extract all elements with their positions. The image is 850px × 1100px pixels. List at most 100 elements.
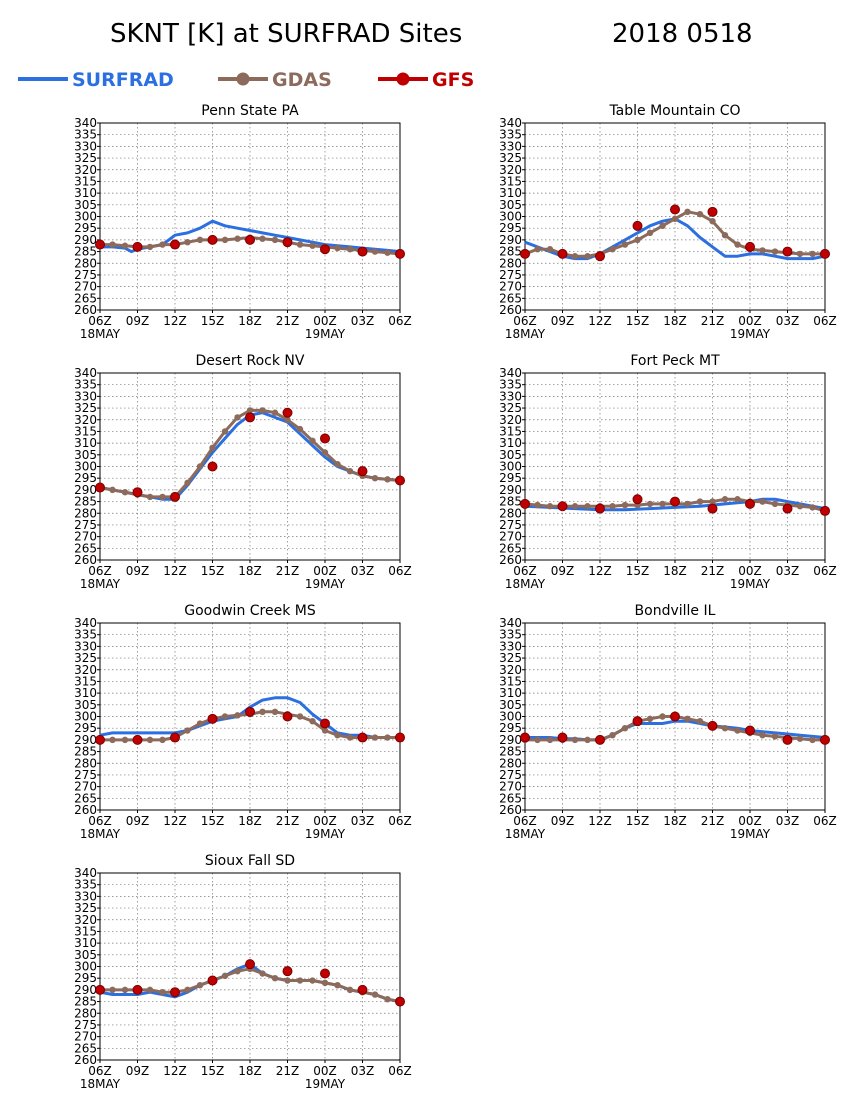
panel-desert-rock-nv: Desert Rock NV26026527027528028529029530… xyxy=(74,353,412,591)
x-tick-label: 21Z xyxy=(276,814,300,828)
legend-label-surfrad: SURFRAD xyxy=(72,69,174,91)
point-gdas xyxy=(759,498,766,505)
point-gfs xyxy=(820,505,830,516)
y-tick-label: 315 xyxy=(74,674,97,688)
point-gdas xyxy=(696,210,704,218)
y-tick-label: 330 xyxy=(74,639,97,653)
point-gdas xyxy=(296,977,304,984)
point-gdas xyxy=(609,246,616,253)
y-tick-label: 340 xyxy=(74,116,97,130)
x-tick-label: 21Z xyxy=(276,564,300,578)
point-gdas xyxy=(321,449,329,456)
panel-title: Desert Rock NV xyxy=(196,353,305,369)
point-gdas xyxy=(109,736,116,744)
point-gdas xyxy=(346,467,354,475)
y-tick-label: 280 xyxy=(74,506,97,520)
y-tick-label: 335 xyxy=(74,128,97,142)
y-tick-label: 315 xyxy=(499,424,522,438)
y-tick-label: 270 xyxy=(74,530,97,544)
x-tick-label: 21Z xyxy=(276,1064,300,1078)
point-gdas xyxy=(734,241,741,248)
point-gdas xyxy=(759,732,766,739)
point-gdas xyxy=(121,489,129,496)
x-tick-label: 21Z xyxy=(276,314,300,328)
point-gfs xyxy=(670,496,680,507)
point-gfs xyxy=(95,984,105,995)
x-tick-label: 09Z xyxy=(126,814,150,828)
x-tick-label: 06Z xyxy=(388,564,412,578)
series-gfs xyxy=(95,959,405,1007)
point-gdas xyxy=(721,496,729,503)
point-gdas xyxy=(734,496,741,503)
point-gfs xyxy=(357,246,368,257)
point-gdas xyxy=(346,246,354,253)
point-gfs xyxy=(282,407,293,418)
point-gdas xyxy=(309,437,316,444)
x-tick-label: 18Z xyxy=(663,564,687,578)
y-tick-label: 275 xyxy=(74,518,97,532)
x-tick-label: 15Z xyxy=(201,314,225,328)
y-tick-label: 265 xyxy=(499,541,522,555)
x-tick-label: 00Z xyxy=(313,814,337,828)
point-gdas xyxy=(146,493,154,501)
x-tick-label: 15Z xyxy=(626,564,650,578)
point-gdas xyxy=(334,244,341,252)
x-tick-label: 03Z xyxy=(351,314,375,328)
y-tick-label: 335 xyxy=(499,628,522,642)
y-tick-label: 340 xyxy=(74,616,97,630)
y-tick-label: 280 xyxy=(74,756,97,770)
y-tick-label: 305 xyxy=(74,198,97,212)
point-gdas xyxy=(259,235,266,242)
series-gfs xyxy=(520,711,830,745)
point-gfs xyxy=(132,734,143,745)
x-tick-label: 03Z xyxy=(776,814,800,828)
point-gfs xyxy=(320,433,330,444)
y-tick-label: 295 xyxy=(74,721,97,735)
x-tick-label: 06Z xyxy=(813,314,837,328)
y-tick-label: 315 xyxy=(74,924,97,938)
point-gfs xyxy=(595,503,605,514)
panel-goodwin-creek-ms: Goodwin Creek MS 260265270275280285290295… xyxy=(74,603,412,841)
point-gfs xyxy=(782,734,793,745)
point-gdas xyxy=(221,972,229,980)
point-gdas xyxy=(771,500,779,508)
y-tick-label: 285 xyxy=(499,245,522,259)
point-gdas xyxy=(684,208,691,216)
y-tick-label: 265 xyxy=(74,541,97,555)
x-tick-label: 18Z xyxy=(238,814,262,828)
y-tick-label: 335 xyxy=(499,378,522,392)
y-tick-label: 285 xyxy=(499,745,522,759)
y-tick-label: 270 xyxy=(499,530,522,544)
point-gdas xyxy=(309,977,316,984)
point-gdas xyxy=(159,736,166,744)
point-gdas xyxy=(759,247,766,254)
legend-marker-gdas xyxy=(236,72,250,86)
point-gdas xyxy=(371,248,379,255)
point-gfs xyxy=(245,706,255,717)
point-gfs xyxy=(357,466,368,477)
point-gdas xyxy=(209,444,216,451)
y-tick-label: 290 xyxy=(499,733,522,747)
y-tick-label: 335 xyxy=(74,378,97,392)
point-gfs xyxy=(282,966,293,977)
y-tick-label: 325 xyxy=(74,901,97,915)
y-tick-label: 275 xyxy=(74,768,97,782)
point-gdas xyxy=(296,713,304,720)
y-tick-label: 330 xyxy=(499,639,522,653)
point-gdas xyxy=(159,989,166,996)
point-gdas xyxy=(571,253,579,260)
point-gdas xyxy=(259,407,266,414)
legend-item-gfs: GFS xyxy=(378,69,474,91)
x-tick-label: 00Z xyxy=(738,564,762,578)
point-gdas xyxy=(696,498,704,505)
x-tick-label: 06Z xyxy=(513,814,537,828)
x-tick-label: 06Z xyxy=(388,314,412,328)
point-gdas xyxy=(384,996,391,1003)
point-gfs xyxy=(170,239,180,250)
y-tick-label: 260 xyxy=(499,803,522,817)
point-gfs xyxy=(395,248,405,259)
y-tick-label: 290 xyxy=(74,483,97,497)
y-tick-label: 340 xyxy=(74,366,97,380)
point-gdas xyxy=(534,501,541,509)
panel-sioux-fall-sd: Sioux Fall SD 260265270275280285290295300… xyxy=(74,853,412,1091)
